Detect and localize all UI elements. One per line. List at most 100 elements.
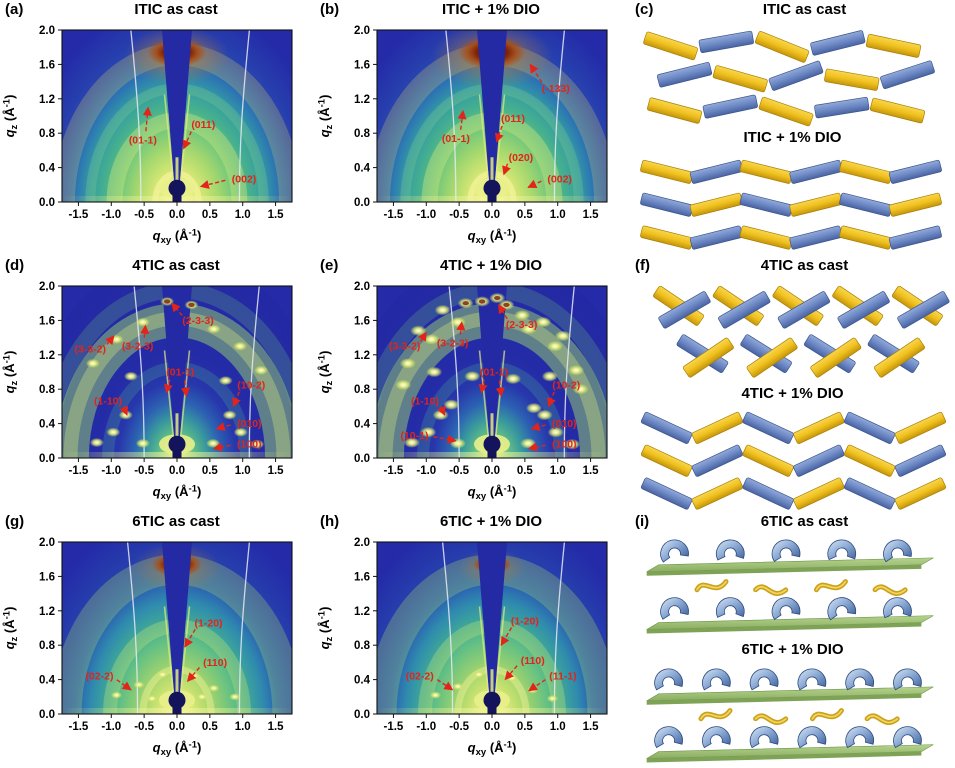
- molecule-bar-blue: [810, 30, 866, 56]
- molecule-wave: [749, 668, 779, 690]
- molecule-wave: [660, 597, 689, 620]
- y-tick-label: 0.0: [354, 453, 370, 465]
- rect: [793, 477, 845, 510]
- miller-index-label: (100): [552, 439, 577, 451]
- specular-streak: [490, 157, 494, 185]
- molecule-wave: [660, 539, 689, 563]
- rect: [739, 225, 793, 250]
- molecule-ribbon: [864, 712, 900, 725]
- panel-c-illustration-2: [640, 159, 942, 250]
- x-tick-label: -0.5: [134, 209, 154, 221]
- molecule-bar-yellow: [640, 225, 694, 250]
- bragg-spot: [133, 681, 145, 689]
- annotation-arrow: [433, 434, 457, 444]
- x-tick-label: 0.5: [517, 721, 534, 733]
- y-tick-label: 1.6: [39, 315, 55, 327]
- bragg-spot: [229, 693, 241, 701]
- tspan: (Å: [486, 740, 504, 755]
- molecule-bar-blue: [789, 159, 843, 184]
- axis-label: qz (Å-1): [317, 607, 336, 650]
- path: [797, 668, 827, 690]
- x-tick-label: -1.5: [384, 465, 404, 477]
- miller-index-label: (10-1): [400, 430, 428, 442]
- substrate-slab: [646, 557, 934, 573]
- annotation-arrow: [502, 163, 511, 176]
- bragg-spot: [222, 410, 237, 420]
- detector-gap-line: [126, 542, 139, 714]
- molecule-bar-yellow: [640, 159, 694, 184]
- molecule-ribbon: [753, 584, 789, 596]
- rect: [894, 411, 947, 444]
- y-tick-label: 0.4: [354, 163, 371, 175]
- rect: [869, 97, 926, 124]
- detector-gap-line: [445, 30, 457, 202]
- miller-index-label: (002): [547, 173, 572, 185]
- panel-d-giwaxs-plot: -1.5 -1.0 -0.5 0.0 0.5 1.0 1.5 0.0 0.4 0.8 1.2 1.6 2…: [2, 281, 293, 502]
- panel-g-tag: (g): [5, 513, 25, 530]
- molecule-wave: [654, 668, 683, 690]
- x-tick-label: -1.0: [101, 465, 121, 477]
- rect: [712, 65, 768, 93]
- specular-streak: [490, 413, 494, 441]
- x-tick-label: 0.0: [484, 465, 500, 477]
- panel-e-giwaxs-plot: -1.5 -1.0 -0.5 0.0 0.5 1.0 1.5 0.0 0.4 0.8 1.2 1.6 2…: [317, 281, 608, 502]
- molecule-wave: [827, 539, 857, 561]
- tspan: ): [512, 740, 516, 755]
- path: [702, 668, 731, 690]
- tspan: -1: [317, 610, 328, 619]
- tspan: xy: [476, 747, 487, 758]
- path: [754, 586, 787, 595]
- annotation-arrow: [504, 665, 518, 681]
- annotation-arrow: [530, 422, 546, 432]
- tspan: (Å: [317, 619, 332, 637]
- rect: [640, 444, 693, 477]
- bragg-spot: [452, 682, 464, 691]
- molecule-bar-blue: [640, 192, 694, 217]
- panel-f-header: (f) 4TIC as cast: [630, 256, 955, 278]
- beamstop-stem: [172, 701, 182, 714]
- bragg-spot: [110, 691, 123, 699]
- miller-index-label: (01-1): [442, 133, 470, 145]
- bragg-spot: [443, 399, 460, 410]
- detector-gap-line: [238, 30, 251, 202]
- y-tick-label: 1.2: [39, 94, 55, 106]
- path: [771, 597, 801, 620]
- panel-b-giwaxs-plot: -1.5 -1.0 -0.5 0.0 0.5 1.0 1.5 0.0 0.4 0.8 1.2 1.6 2…: [317, 25, 608, 247]
- tspan: (Å: [171, 740, 189, 755]
- y-tick-label: 2.0: [354, 281, 370, 293]
- molecule-bar-blue: [888, 225, 942, 250]
- annotation-arrow: [215, 422, 231, 432]
- missing-wedge: [162, 286, 192, 448]
- x-tick-label: 0.5: [517, 465, 534, 477]
- axis-label: qz (Å-1): [2, 95, 21, 138]
- panel-g-header: (g) 6TIC as cast: [0, 512, 315, 534]
- bragg-spot: [218, 376, 233, 386]
- axis-label: qxy (Å-1): [468, 228, 517, 247]
- miller-index-label: (2-3-3): [182, 315, 214, 327]
- miller-index-label: (3-3-2): [389, 341, 421, 353]
- x-tick-label: 0.0: [484, 721, 500, 733]
- tspan: ): [512, 484, 516, 499]
- molecule-bar-yellow: [894, 477, 947, 510]
- tspan: q: [317, 385, 332, 393]
- molecule-wave: [827, 597, 857, 621]
- molecule-bar-blue: [843, 477, 896, 510]
- tspan: (Å: [2, 107, 17, 125]
- bragg-spot: [547, 426, 564, 438]
- path: [715, 597, 745, 618]
- axis-label: qz (Å-1): [2, 607, 21, 650]
- molecule-bar-yellow: [640, 444, 693, 477]
- tspan: ): [2, 351, 17, 355]
- rect: [643, 31, 698, 61]
- molecule-bar-yellow: [793, 477, 845, 510]
- path: [700, 709, 731, 720]
- panel-g-giwaxs-plot: -1.5 -1.0 -0.5 0.0 0.5 1.0 1.5 0.0 0.4 0.8 1.2 1.6 2…: [2, 537, 293, 758]
- y-tick-label: 1.2: [39, 350, 55, 362]
- molecule-wave: [702, 725, 731, 748]
- molecule-bar-yellow: [888, 192, 942, 217]
- x-tick-label: 0.5: [202, 209, 219, 221]
- molecule-bar-blue: [894, 444, 947, 477]
- tspan: -1: [504, 228, 513, 239]
- path: [654, 725, 683, 748]
- annotation-arrow: [171, 302, 183, 316]
